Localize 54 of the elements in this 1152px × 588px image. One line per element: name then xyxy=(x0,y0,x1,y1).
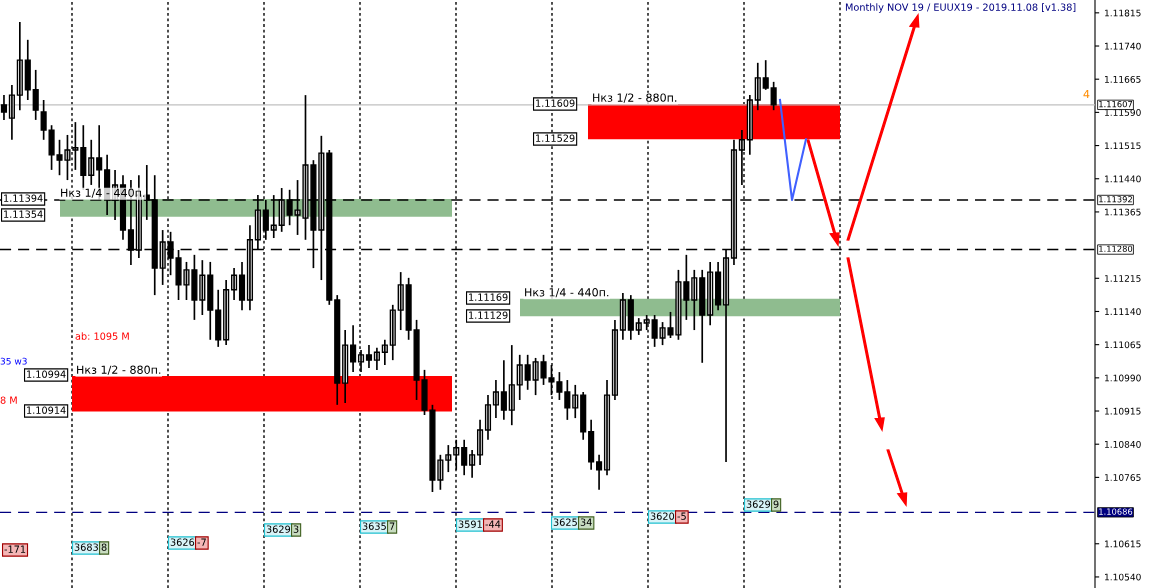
annotation: 7 xyxy=(389,522,395,530)
annotation: 9 xyxy=(773,500,779,508)
annotation: 8 xyxy=(101,543,107,551)
annotation: 1.11529 xyxy=(536,134,575,142)
y-tick-label: 1.11815 xyxy=(1105,9,1141,17)
band-label: Нкз 1/2 - 880п. xyxy=(593,93,677,103)
annotation: Monthly NOV 19 / EUUX19 - 2019.11.08 [v1.38] xyxy=(845,3,1076,13)
annotation: 1.11129 xyxy=(469,311,508,319)
y-tick-label: 1.10615 xyxy=(1105,540,1141,548)
y-tick-label: 1.11665 xyxy=(1105,75,1141,83)
annotation: -171 xyxy=(4,545,26,553)
ref-line-label: 1.10686 xyxy=(1099,508,1133,515)
annotation: 3629 xyxy=(746,500,771,508)
y-tick-label: 1.10840 xyxy=(1105,440,1141,448)
annotation: 3629 xyxy=(266,525,291,533)
y-tick-label: 1.11365 xyxy=(1105,208,1141,216)
band-label: Нкз 1/4 - 440п. xyxy=(525,288,609,298)
y-tick-label: 1.11740 xyxy=(1105,42,1141,50)
annotation: 3625 xyxy=(553,518,577,526)
ref-line-label: 1.11392 xyxy=(1099,196,1132,203)
annotation: 1.11354 xyxy=(4,210,43,218)
annotation: 3591 xyxy=(458,520,482,528)
annotation: 35 w3 xyxy=(0,357,27,365)
annotation: 3 xyxy=(293,525,299,533)
y-tick-label: 1.10915 xyxy=(1105,407,1141,415)
annotation: 1.10914 xyxy=(27,406,66,414)
annotation: 8 M xyxy=(0,396,17,404)
annotation: -44 xyxy=(485,520,501,528)
y-tick-label: 1.10765 xyxy=(1105,474,1141,481)
ref-line-label: 1.11280 xyxy=(1099,245,1133,252)
y-tick-label: 1.11215 xyxy=(1105,275,1141,282)
y-tick-label: 1.11440 xyxy=(1105,175,1141,183)
annotation: 1.11394 xyxy=(4,194,43,202)
annotation: 3635 xyxy=(362,522,386,530)
y-tick-label: 1.10540 xyxy=(1105,573,1141,581)
annotation: 3620 xyxy=(650,512,675,520)
band-label: Нкз 1/2 - 880п. xyxy=(77,365,161,375)
band-label: Нкз 1/4 - 440п. xyxy=(61,188,145,198)
annotation: 1.11609 xyxy=(536,99,575,107)
y-tick-label: 1.11140 xyxy=(1105,308,1141,316)
annotation: 4 xyxy=(1083,89,1090,99)
y-tick-label: 1.11590 xyxy=(1105,109,1141,116)
y-tick-label: 1.10990 xyxy=(1105,374,1141,382)
ref-line-label: 1.11607 xyxy=(1099,100,1133,108)
annotation: 1.11169 xyxy=(469,293,508,301)
annotation: 3626 xyxy=(170,538,195,546)
y-tick-label: 1.11515 xyxy=(1105,142,1141,150)
annotation: -5 xyxy=(677,512,686,520)
annotation: -7 xyxy=(197,538,206,546)
annotation: 1.10994 xyxy=(27,370,66,378)
annotation: 3683 xyxy=(74,543,98,551)
y-tick-label: 1.11065 xyxy=(1105,341,1141,349)
annotation: 34 xyxy=(580,518,592,526)
annotation: ab: 1095 M xyxy=(75,332,129,340)
